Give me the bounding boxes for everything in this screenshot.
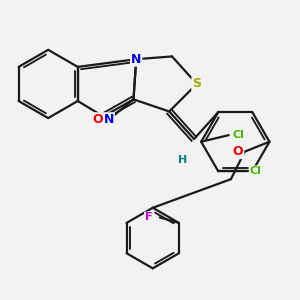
- Text: H: H: [178, 155, 188, 165]
- Text: F: F: [145, 212, 152, 222]
- Text: N: N: [103, 113, 114, 126]
- Text: Cl: Cl: [250, 166, 262, 176]
- Text: S: S: [192, 77, 201, 91]
- Text: N: N: [131, 53, 141, 66]
- Text: Cl: Cl: [233, 130, 244, 140]
- Text: O: O: [233, 145, 243, 158]
- Text: O: O: [92, 113, 103, 126]
